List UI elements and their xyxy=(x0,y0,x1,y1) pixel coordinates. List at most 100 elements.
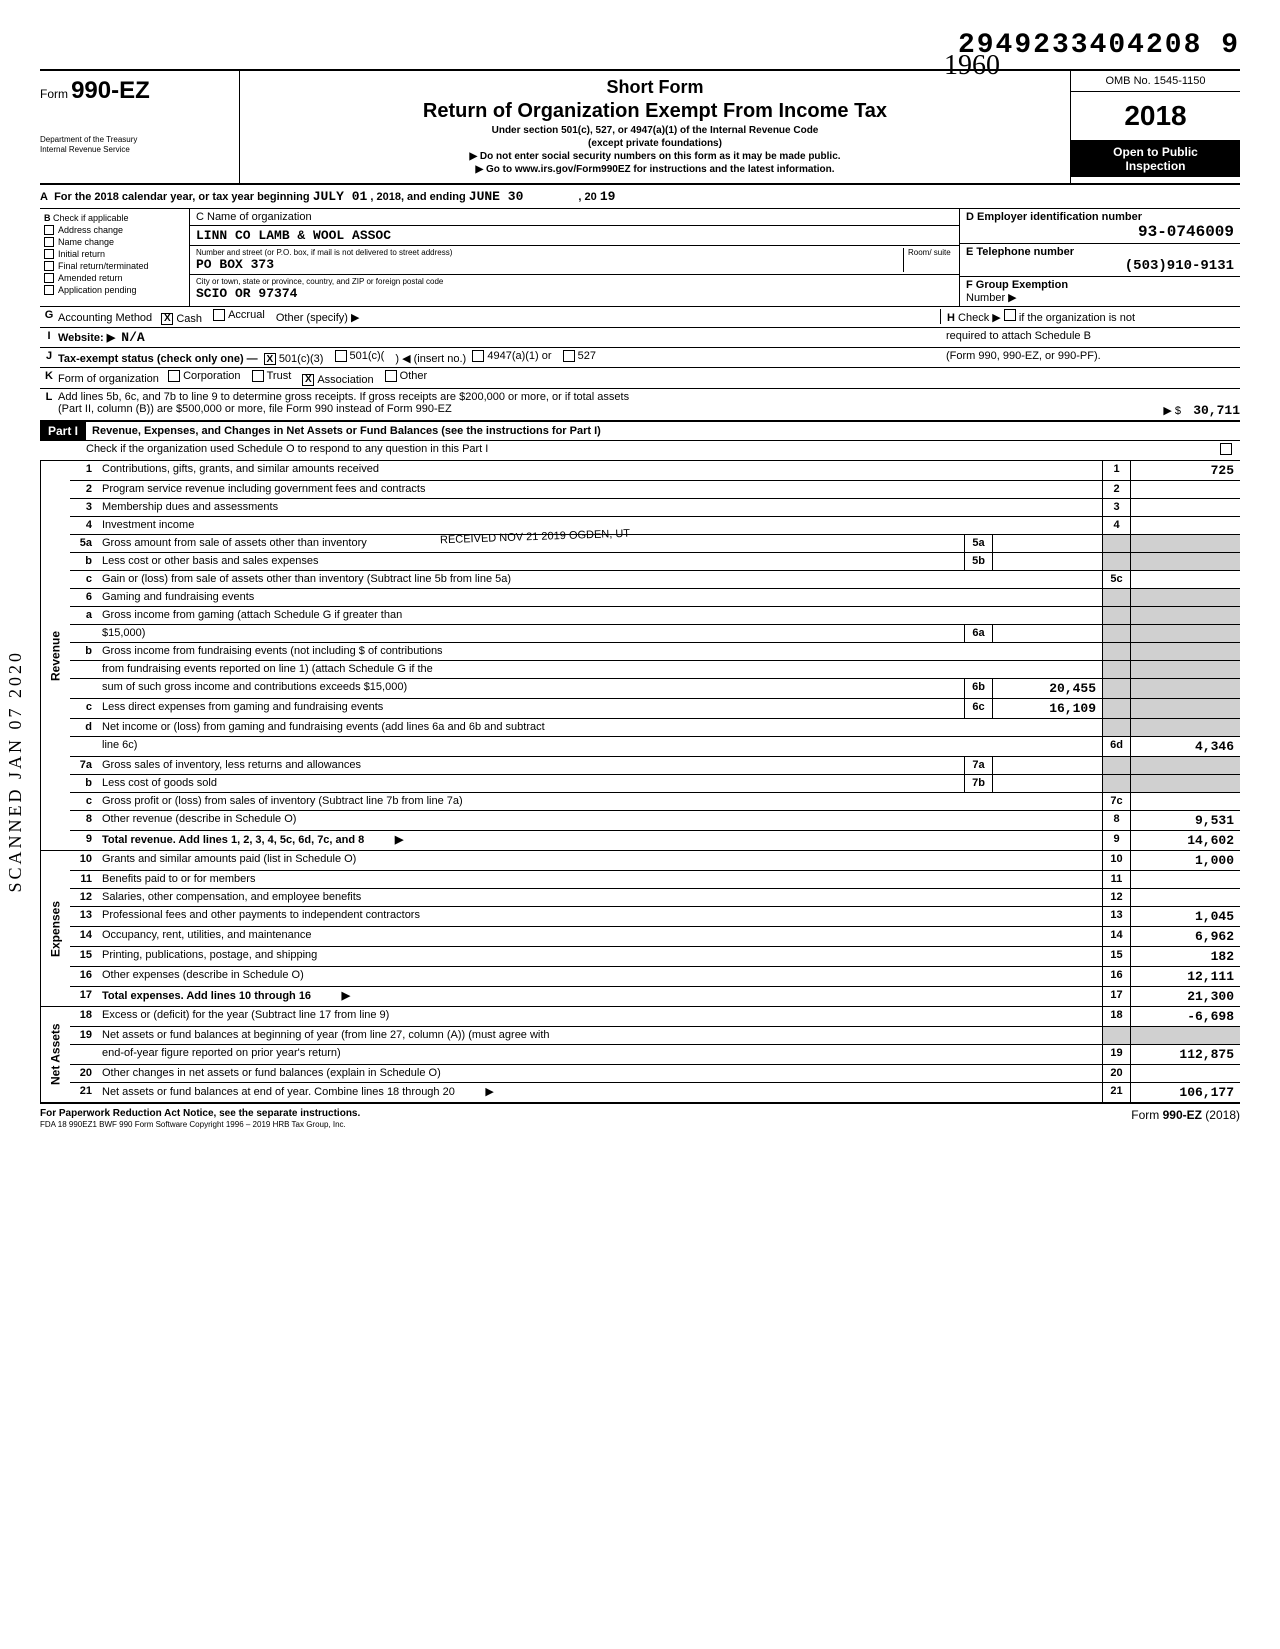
section-bcdef: B Check if applicable Address changeName… xyxy=(40,209,1240,307)
4947-checkbox[interactable] xyxy=(472,350,484,362)
b-checkbox[interactable] xyxy=(44,285,54,295)
line-row: bGross income from fundraising events (n… xyxy=(70,642,1240,660)
b-item-label: Amended return xyxy=(58,273,123,283)
b-checkbox[interactable] xyxy=(44,225,54,235)
website: N/A xyxy=(121,330,144,345)
part-i-check: Check if the organization used Schedule … xyxy=(40,441,1240,461)
line-l: L Add lines 5b, 6c, and 7b to line 9 to … xyxy=(40,389,1240,422)
form-ref: Form 990-EZ (2018) xyxy=(1131,1108,1240,1130)
h-checkbox[interactable] xyxy=(1004,309,1016,321)
b-item-label: Address change xyxy=(58,225,123,235)
b-item-label: Initial return xyxy=(58,249,105,259)
b-checkbox[interactable] xyxy=(44,249,54,259)
street: PO BOX 373 xyxy=(196,257,903,272)
b-item-label: Final return/terminated xyxy=(58,261,149,271)
d-label: D Employer identification number xyxy=(966,211,1142,223)
line-row: 3Membership dues and assessments3 xyxy=(70,498,1240,516)
software-copyright: FDA 18 990EZ1 BWF 990 Form Software Copy… xyxy=(40,1120,346,1129)
line-row: cLess direct expenses from gaming and fu… xyxy=(70,698,1240,718)
form-header: Form 990-EZ Department of the Treasury I… xyxy=(40,69,1240,185)
line-row: 11Benefits paid to or for members11 xyxy=(70,870,1240,888)
line-row: from fundraising events reported on line… xyxy=(70,660,1240,678)
b-checkbox[interactable] xyxy=(44,273,54,283)
line-i: I Website: ▶ N/A required to attach Sche… xyxy=(40,328,1240,348)
tax-year: 2018 xyxy=(1071,92,1240,141)
line-a: A For the 2018 calendar year, or tax yea… xyxy=(40,185,1240,209)
footer: For Paperwork Reduction Act Notice, see … xyxy=(40,1104,1240,1130)
line-row: end-of-year figure reported on prior yea… xyxy=(70,1044,1240,1064)
open-public-2: Inspection xyxy=(1075,159,1236,173)
line-row: 18Excess or (deficit) for the year (Subt… xyxy=(70,1007,1240,1026)
schedule-o-checkbox[interactable] xyxy=(1220,443,1232,455)
col-b: B Check if applicable Address changeName… xyxy=(40,209,190,306)
ein: 93-0746009 xyxy=(966,223,1234,241)
form-label: Form xyxy=(40,87,68,101)
c-label: C Name of organization xyxy=(196,211,312,223)
line-row: 16Other expenses (describe in Schedule O… xyxy=(70,966,1240,986)
telephone: (503)910-9131 xyxy=(966,258,1234,274)
expenses-section: Expenses 10Grants and similar amounts pa… xyxy=(40,851,1240,1007)
line-row: 10Grants and similar amounts paid (list … xyxy=(70,851,1240,870)
trust-checkbox[interactable] xyxy=(252,370,264,382)
line-row: 9Total revenue. Add lines 1, 2, 3, 4, 5c… xyxy=(70,830,1240,850)
line-row: 6Gaming and fundraising events xyxy=(70,588,1240,606)
dln-number: 2949233404208 9 xyxy=(40,30,1240,61)
line-row: 14Occupancy, rent, utilities, and mainte… xyxy=(70,926,1240,946)
city: SCIO OR 97374 xyxy=(196,286,953,301)
line-row: line 6c)6d4,346 xyxy=(70,736,1240,756)
line-row: bLess cost of goods sold7b xyxy=(70,774,1240,792)
form-number: 990-EZ xyxy=(71,77,150,104)
b-item-label: Application pending xyxy=(58,285,137,295)
revenue-label: Revenue xyxy=(40,461,70,850)
open-public-1: Open to Public xyxy=(1075,145,1236,159)
year-yy: 19 xyxy=(600,189,616,204)
line-row: cGain or (loss) from sale of assets othe… xyxy=(70,570,1240,588)
omb-number: OMB No. 1545-1150 xyxy=(1071,71,1240,92)
line-row: 4Investment income4 xyxy=(70,516,1240,534)
line-row: 19Net assets or fund balances at beginni… xyxy=(70,1026,1240,1044)
line-row: 17Total expenses. Add lines 10 through 1… xyxy=(70,986,1240,1006)
line-row: cGross profit or (loss) from sales of in… xyxy=(70,792,1240,810)
paperwork-notice: For Paperwork Reduction Act Notice, see … xyxy=(40,1108,360,1119)
assoc-checkbox[interactable]: X xyxy=(302,374,314,386)
f-label: F Group Exemption xyxy=(966,279,1068,291)
return-title: Return of Organization Exempt From Incom… xyxy=(250,100,1060,123)
line-row: 1Contributions, gifts, grants, and simil… xyxy=(70,461,1240,480)
expenses-label: Expenses xyxy=(40,851,70,1006)
handwritten-year: 1960 xyxy=(944,50,1000,82)
line-row: 15Printing, publications, postage, and s… xyxy=(70,946,1240,966)
line-row: sum of such gross income and contributio… xyxy=(70,678,1240,698)
year-begin: JULY 01 xyxy=(313,189,368,204)
line-row: 5aGross amount from sale of assets other… xyxy=(70,534,1240,552)
line-row: 2Program service revenue including gover… xyxy=(70,480,1240,498)
line-row: 12Salaries, other compensation, and empl… xyxy=(70,888,1240,906)
warning-ssn: ▶ Do not enter social security numbers o… xyxy=(250,151,1060,162)
org-name: LINN CO LAMB & WOOL ASSOC xyxy=(196,228,391,243)
line-g-h: G Accounting Method XCash Accrual Other … xyxy=(40,307,1240,328)
city-label: City or town, state or province, country… xyxy=(196,277,953,286)
line-row: 7aGross sales of inventory, less returns… xyxy=(70,756,1240,774)
corp-checkbox[interactable] xyxy=(168,370,180,382)
line-j: J Tax-exempt status (check only one) — X… xyxy=(40,348,1240,369)
b-checkbox[interactable] xyxy=(44,237,54,247)
dept-irs: Internal Revenue Service xyxy=(40,145,229,155)
cash-checkbox[interactable]: X xyxy=(161,313,173,325)
line-row: dNet income or (loss) from gaming and fu… xyxy=(70,718,1240,736)
b-checkbox[interactable] xyxy=(44,261,54,271)
street-label: Number and street (or P.O. box, if mail … xyxy=(196,248,903,257)
501c-checkbox[interactable] xyxy=(335,350,347,362)
instructions-link: ▶ Go to www.irs.gov/Form990EZ for instru… xyxy=(250,164,1060,175)
revenue-section: Revenue 1Contributions, gifts, grants, a… xyxy=(40,461,1240,851)
527-checkbox[interactable] xyxy=(563,350,575,362)
other-checkbox[interactable] xyxy=(385,370,397,382)
line-row: 13Professional fees and other payments t… xyxy=(70,906,1240,926)
netassets-label: Net Assets xyxy=(40,1007,70,1102)
col-def: D Employer identification number 93-0746… xyxy=(960,209,1240,306)
b-item-label: Name change xyxy=(58,237,114,247)
short-form-label: Short Form xyxy=(250,77,1060,98)
accrual-checkbox[interactable] xyxy=(213,309,225,321)
room-label: Room/ suite xyxy=(903,248,953,272)
year-end: JUNE 30 xyxy=(469,189,524,204)
e-label: E Telephone number xyxy=(966,246,1074,258)
501c3-checkbox[interactable]: X xyxy=(264,353,276,365)
